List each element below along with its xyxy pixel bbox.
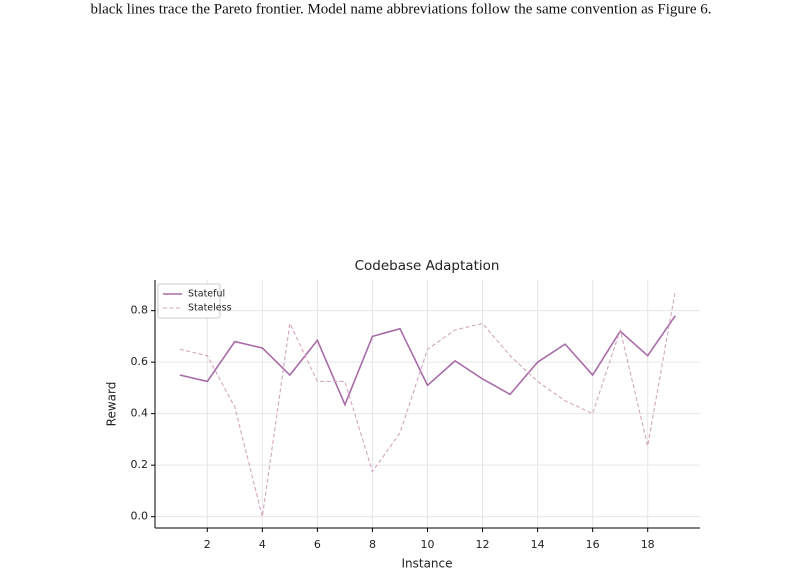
x-tick-label: 16: [586, 538, 600, 551]
series-line: [179, 315, 676, 407]
y-tick-label: 0.6: [131, 355, 149, 368]
x-tick-label: 8: [369, 538, 376, 551]
x-tick-label: 10: [421, 538, 435, 551]
y-tick-label: 0.4: [131, 407, 149, 420]
legend-box: [157, 283, 221, 319]
caption: black lines trace the Pareto frontier. M…: [90, 1, 711, 17]
x-tick-label: 2: [204, 538, 211, 551]
y-tick-label: 0.8: [131, 304, 149, 317]
legend-label: Stateful: [188, 289, 225, 300]
x-tick-label: 6: [314, 538, 321, 551]
x-tick-label: 14: [531, 538, 545, 551]
legend-label: Stateless: [188, 303, 232, 314]
x-axis-label: Instance: [401, 557, 452, 571]
x-tick-label: 4: [259, 538, 266, 551]
y-tick-label: 0.0: [131, 510, 149, 523]
x-tick-label: 18: [641, 538, 655, 551]
chart-title: Codebase Adaptation: [355, 258, 500, 274]
series-line: [179, 291, 676, 517]
x-tick-label: 12: [476, 538, 490, 551]
y-axis-label: Reward: [105, 382, 119, 427]
y-tick-label: 0.2: [131, 458, 149, 471]
